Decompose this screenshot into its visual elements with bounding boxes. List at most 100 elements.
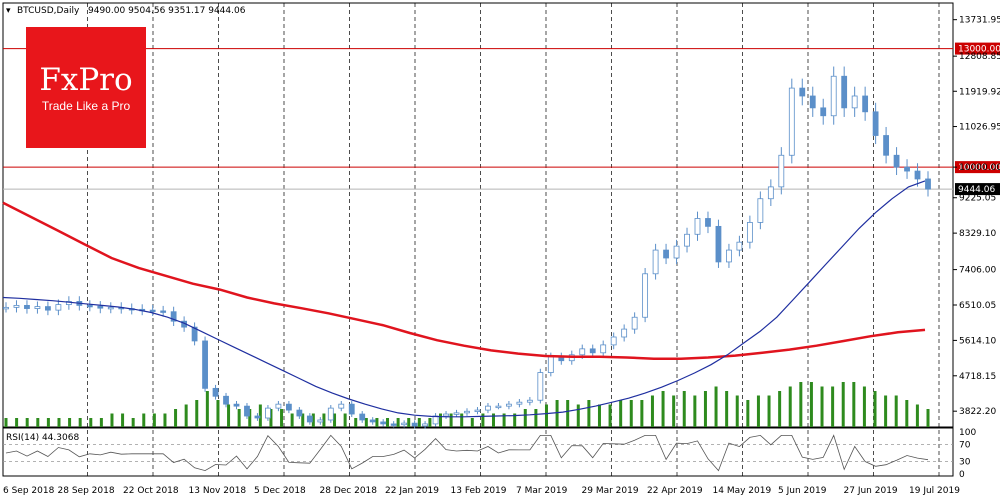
candle-body	[380, 421, 387, 425]
volume-bar	[714, 386, 718, 427]
candle-body	[432, 415, 439, 425]
volume-bar	[269, 409, 273, 427]
volume-bar	[449, 413, 453, 427]
candle-body	[265, 407, 271, 419]
candle-body	[547, 356, 554, 373]
candle-body	[872, 111, 879, 136]
volume-bar	[396, 418, 400, 427]
candle-body	[453, 412, 460, 415]
y-tick-label: 8329.10	[959, 229, 996, 239]
volume-bar	[576, 404, 580, 427]
x-tick-label: 6 Sep 2018	[3, 486, 55, 496]
candle-body	[107, 306, 114, 310]
x-tick-label: 22 Jan 2019	[385, 486, 439, 496]
candle-body	[820, 107, 827, 117]
volume-bar	[15, 418, 19, 427]
candle-body	[516, 401, 523, 405]
volume-bar	[386, 418, 390, 427]
volume-bar	[778, 391, 782, 427]
x-tick-label: 28 Sep 2018	[58, 486, 115, 496]
volume-bar	[4, 418, 8, 427]
volume-bar	[926, 409, 930, 427]
volume-bar	[205, 391, 209, 427]
rsi-tick-label: 30	[959, 457, 971, 467]
volume-bar	[661, 391, 665, 427]
volume-bar	[142, 413, 146, 427]
x-tick-label: 5 Dec 2018	[254, 486, 306, 496]
candle-body	[160, 310, 167, 313]
volume-bar	[195, 400, 199, 427]
volume-bar	[587, 400, 591, 427]
volume-bar	[131, 418, 135, 427]
volume-bar	[523, 409, 527, 427]
y-tick-label: 4718.15	[959, 372, 996, 382]
volume-bar	[417, 418, 421, 427]
volume-bar	[152, 413, 156, 427]
volume-bar	[407, 418, 411, 427]
volume-bars	[4, 382, 930, 427]
x-tick-label: 13 Nov 2018	[189, 486, 247, 496]
volume-bar	[470, 418, 474, 427]
candle-body	[757, 198, 764, 223]
volume-bar	[746, 400, 750, 427]
volume-bar	[481, 413, 485, 427]
candle-body	[45, 306, 51, 311]
candle-body	[296, 409, 303, 417]
candle-body	[904, 166, 910, 172]
candle-body	[275, 403, 282, 409]
volume-bar	[735, 395, 739, 427]
candle-body	[369, 419, 376, 423]
candle-body	[212, 387, 219, 397]
candle-body	[170, 311, 177, 322]
candle-body	[600, 344, 607, 354]
volume-bar	[343, 413, 347, 427]
volume-bar	[174, 409, 178, 427]
x-tick-label: 22 Apr 2019	[647, 486, 703, 496]
ma-slow-line	[2, 201, 926, 360]
volume-bar	[629, 400, 633, 427]
volume-bar	[364, 418, 368, 427]
x-tick-label: 22 Oct 2018	[123, 486, 179, 496]
volume-bar	[788, 386, 792, 427]
y-tick-label: 3822.20	[959, 407, 996, 417]
candle-body	[715, 225, 722, 263]
candle-body	[254, 415, 261, 419]
volume-bar	[862, 386, 866, 427]
candle-body	[631, 316, 638, 330]
current-price-label: 9444.06	[958, 185, 995, 195]
x-tick-label: 29 Mar 2019	[582, 486, 639, 496]
volume-bar	[68, 418, 72, 427]
candle-body	[474, 409, 481, 412]
candle-body	[422, 423, 428, 427]
candle-body	[537, 372, 544, 401]
candle-body	[285, 403, 292, 411]
volume-bar	[78, 418, 82, 427]
candle-body	[34, 306, 41, 309]
y-tick-label: 11026.95	[959, 123, 1000, 133]
logo-tagline: Trade Like a Pro	[42, 99, 131, 113]
candle-body	[851, 95, 858, 109]
volume-bar	[809, 382, 813, 427]
x-tick-label: 14 May 2019	[713, 486, 772, 496]
volume-bar	[915, 404, 919, 427]
candle-body	[642, 273, 649, 318]
candle-body	[411, 422, 418, 427]
volume-bar	[767, 395, 771, 427]
volume-bar	[894, 395, 898, 427]
volume-bar	[597, 404, 601, 427]
rsi-tick-label: 70	[959, 441, 971, 451]
candle-body	[244, 405, 250, 417]
volume-bar	[534, 409, 538, 427]
candle-body	[443, 413, 449, 417]
rsi-tick-label: 0	[959, 470, 965, 480]
y-tick-label: 5614.10	[959, 336, 996, 346]
volume-bar	[873, 391, 877, 427]
volume-bar	[491, 413, 495, 427]
candle-body	[694, 218, 701, 235]
candle-body	[841, 75, 848, 109]
x-axis-labels: 6 Sep 2018 28 Sep 2018 22 Oct 2018 13 Nov 2…	[3, 486, 960, 496]
price-candles	[3, 66, 931, 429]
candle-body	[485, 405, 491, 411]
volume-bar	[25, 418, 29, 427]
y-tick-label: 6510.05	[959, 301, 996, 311]
